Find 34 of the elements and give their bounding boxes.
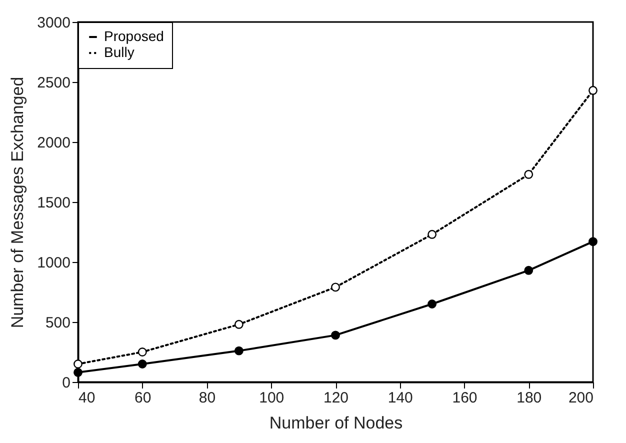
- point: [428, 300, 437, 308]
- y-tick-label: 1500: [37, 194, 70, 212]
- x-axis-title: Number of Nodes: [269, 414, 403, 432]
- y-axis-title: Number of Messages Exchanged: [8, 76, 28, 328]
- x-tick-label: 80: [198, 390, 216, 406]
- x-tick-label: 180: [516, 390, 542, 406]
- point: [331, 330, 340, 340]
- y-tick-label: 2500: [37, 74, 70, 92]
- x-tick-label: 160: [452, 390, 478, 406]
- legend-label: Bully: [104, 44, 134, 60]
- y-tick-label: 0: [62, 374, 70, 392]
- point: [234, 320, 244, 329]
- point: [428, 230, 437, 239]
- point: [524, 170, 534, 179]
- point: [74, 360, 82, 368]
- x-tick-label: 200: [568, 390, 594, 406]
- x-tick-label: 60: [134, 390, 152, 406]
- point: [588, 86, 598, 95]
- y-tick-label: 2000: [37, 134, 70, 152]
- point: [331, 282, 340, 292]
- x-tick-label: 40: [78, 390, 96, 406]
- x-tick-label: 120: [323, 390, 349, 406]
- y-tick-label: 3000: [37, 14, 70, 32]
- point: [138, 360, 147, 368]
- point: [524, 266, 534, 275]
- point: [74, 368, 82, 377]
- x-tick-label: 140: [388, 390, 413, 406]
- y-tick-label: 500: [45, 314, 70, 332]
- point: [588, 237, 598, 246]
- point: [234, 346, 244, 356]
- legend-label: Proposed: [104, 28, 164, 44]
- x-tick-label: 100: [259, 390, 284, 406]
- y-tick-label: 1000: [37, 254, 70, 272]
- point: [138, 348, 147, 356]
